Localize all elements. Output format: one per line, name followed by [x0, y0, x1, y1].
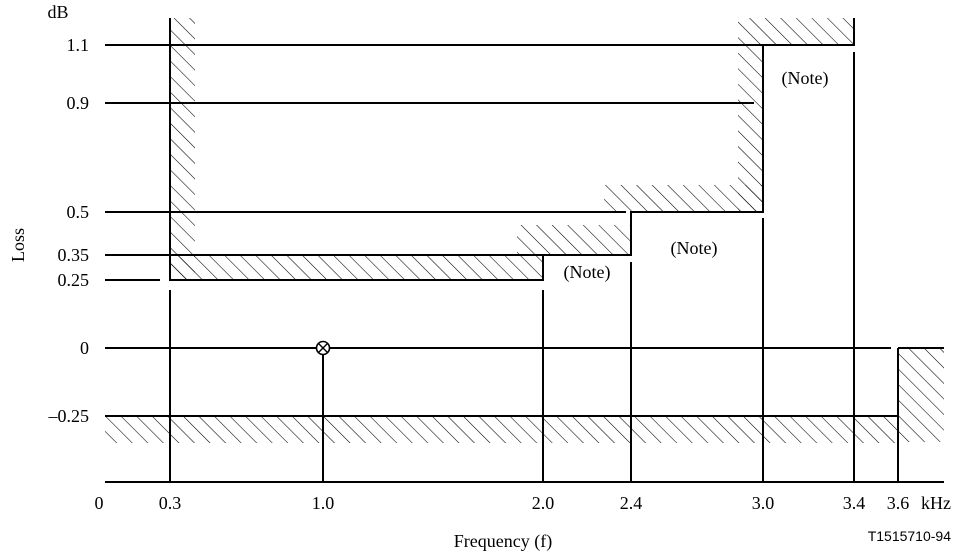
x-tick-label: 3.6: [887, 493, 910, 513]
hatch-3.6-block: [898, 348, 944, 442]
y-tick-label: 0.25: [58, 270, 90, 290]
x-unit-label: kHz: [921, 493, 951, 513]
y-unit-label: dB: [47, 2, 68, 22]
note-label-3.0-3.4: (Note): [782, 68, 829, 89]
y-tick-label: –0.25: [48, 406, 90, 426]
hatch-lower-limit-band: [105, 416, 897, 443]
y-tick-label: 0.5: [67, 202, 90, 222]
hatch-right-vertical: [738, 18, 763, 212]
hatch-top-right: [763, 18, 854, 45]
y-tick-label: 0.35: [58, 245, 90, 265]
x-tick-label: 3.0: [752, 493, 775, 513]
figure-id: T1515710-94: [868, 528, 952, 544]
x-tick-label: 2.0: [532, 493, 555, 513]
mask-lines: [105, 18, 944, 483]
x-tick-label: 3.4: [843, 493, 866, 513]
reference-point-marker: [315, 340, 331, 356]
note-label-2.4-3.0: (Note): [671, 238, 718, 259]
y-tick-labels: dB 1.1 0.9 0.5 0.35 0.25 0 –0.25: [47, 2, 89, 426]
hatch-0.5-step: [604, 185, 763, 212]
note-label-2.0-2.4: (Note): [564, 262, 611, 283]
hatch-bottom-0.25-band: [170, 255, 543, 280]
x-tick-label: 0.3: [159, 493, 182, 513]
y-tick-label: 0.9: [67, 93, 90, 113]
x-tick-label: 1.0: [312, 493, 335, 513]
y-axis-label: Loss: [8, 228, 28, 262]
x-tick-label: 0: [95, 493, 104, 513]
x-axis-label: Frequency (f): [454, 531, 552, 552]
y-tick-label: 0: [80, 338, 89, 358]
y-tick-label: 1.1: [67, 35, 90, 55]
hatched-regions: [105, 18, 944, 443]
x-tick-labels: 0 0.3 1.0 2.0 2.4 3.0 3.4 3.6: [95, 493, 910, 513]
hatch-0.35-step: [517, 225, 631, 255]
x-tick-label: 2.4: [620, 493, 643, 513]
hatch-left-vertical: [170, 18, 195, 280]
note-labels: (Note) (Note) (Note): [564, 68, 829, 283]
